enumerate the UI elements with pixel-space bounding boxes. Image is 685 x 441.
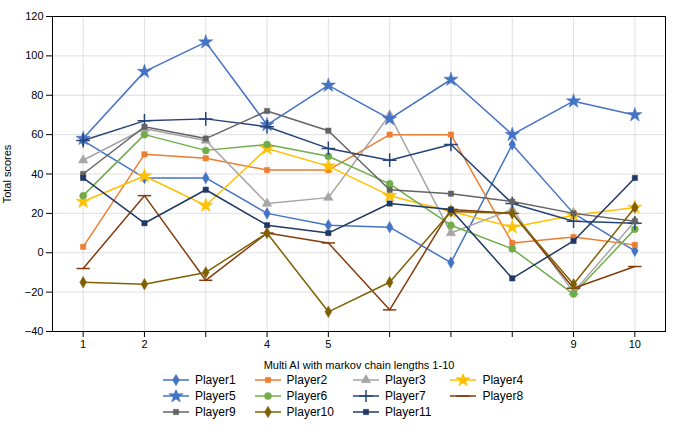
html-text:Player4: Player4 — [482, 373, 524, 387]
svg-text:0: 0 — [37, 246, 43, 258]
html-text:Player6: Player6 — [286, 389, 328, 403]
svg-text:100: 100 — [25, 49, 43, 61]
svg-text:Multi AI with markov chain len: Multi AI with markov chain lengths 1-10 — [264, 359, 455, 371]
html-text:Player1: Player1 — [194, 373, 236, 387]
svg-text:5: 5 — [325, 338, 331, 350]
html-text:Player8: Player8 — [482, 389, 524, 403]
html-text:Player11: Player11 — [384, 405, 432, 419]
html-text:Player10: Player10 — [286, 405, 334, 419]
svg-text:Total scores: Total scores — [1, 144, 13, 203]
html-text:Player2: Player2 — [286, 373, 328, 387]
svg-text:1: 1 — [80, 338, 86, 350]
html-text:Player5: Player5 — [194, 389, 236, 403]
svg-text:4: 4 — [264, 338, 270, 350]
svg-text:2: 2 — [141, 338, 147, 350]
html-text:Player9: Player9 — [194, 405, 236, 419]
svg-text:60: 60 — [31, 128, 43, 140]
svg-text:−20: −20 — [25, 286, 44, 298]
svg-text:9: 9 — [570, 338, 576, 350]
svg-text:−40: −40 — [25, 325, 44, 337]
svg-text:10: 10 — [629, 338, 641, 350]
html-text:Player3: Player3 — [384, 373, 426, 387]
html-text:Player7: Player7 — [384, 389, 426, 403]
svg-text:120: 120 — [25, 10, 43, 22]
svg-text:40: 40 — [31, 168, 43, 180]
svg-text:20: 20 — [31, 207, 43, 219]
svg-text:80: 80 — [31, 89, 43, 101]
